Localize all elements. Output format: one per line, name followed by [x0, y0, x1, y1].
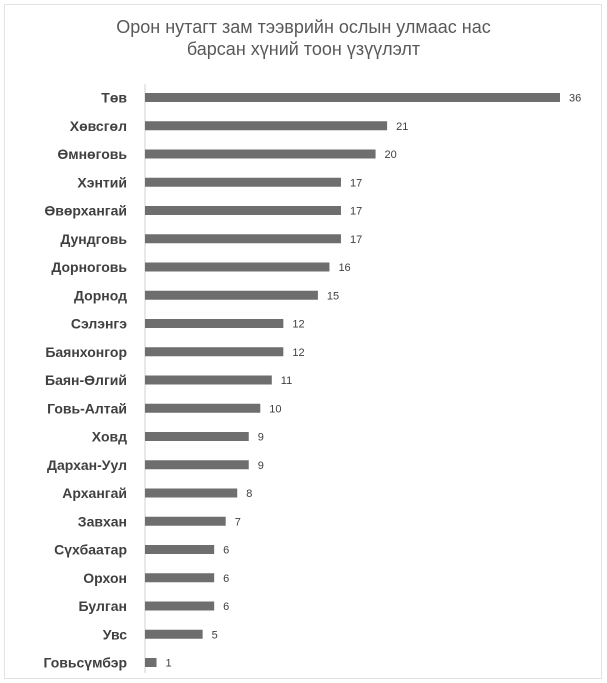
data-label: 9 — [258, 460, 264, 472]
chart-title-line-2: барсан хүний тоон үзүүлэлт — [186, 39, 421, 59]
bar — [145, 629, 203, 639]
data-label: 16 — [338, 262, 350, 274]
category-label: Ховд — [92, 429, 127, 445]
bar — [145, 488, 238, 498]
category-label: Өмнөговь — [57, 146, 127, 162]
bar — [145, 460, 249, 470]
bar — [145, 573, 215, 583]
category-label: Төв — [101, 90, 127, 106]
data-label: 10 — [269, 403, 281, 415]
category-label: Увс — [103, 626, 127, 642]
data-label: 6 — [223, 573, 229, 585]
data-label: 21 — [396, 121, 408, 133]
category-label: Баянхонгор — [45, 344, 127, 360]
bar — [145, 206, 341, 215]
data-label: 9 — [258, 432, 264, 444]
category-label: Дорнод — [74, 287, 127, 303]
data-label: 17 — [350, 177, 362, 189]
category-label: Дорноговь — [51, 259, 127, 275]
bar — [145, 93, 560, 102]
category-label: Дундговь — [60, 231, 127, 247]
bar — [145, 149, 376, 159]
chart-title-line-1: Орон нутагт зам тээврийн ослын улмаас на… — [116, 17, 491, 37]
bar — [145, 375, 272, 385]
category-label: Архангай — [62, 485, 127, 501]
data-label: 12 — [292, 319, 304, 331]
data-label: 1 — [166, 658, 172, 670]
category-label: Завхан — [78, 513, 127, 529]
bar — [145, 290, 318, 300]
bar — [145, 545, 215, 554]
bar — [145, 234, 341, 244]
data-label: 17 — [350, 206, 362, 218]
category-label: Баян-Өлгий — [45, 372, 127, 388]
bar — [145, 177, 341, 187]
data-label: 11 — [281, 375, 292, 387]
data-label: 5 — [212, 629, 218, 641]
bar — [145, 121, 388, 131]
category-label: Дархан-Уул — [47, 457, 127, 473]
bar — [145, 432, 249, 441]
data-label: 8 — [246, 488, 252, 500]
data-label: 7 — [235, 516, 241, 528]
category-label: Булган — [79, 598, 127, 614]
data-label: 6 — [223, 601, 229, 613]
bar — [145, 403, 261, 413]
category-label: Хэнтий — [77, 174, 127, 190]
bar — [145, 601, 215, 611]
bar — [145, 516, 226, 526]
data-label: 12 — [292, 347, 304, 359]
bar — [145, 658, 157, 667]
data-label: 20 — [385, 149, 397, 161]
category-label: Говьсүмбэр — [44, 655, 128, 671]
data-label: 36 — [569, 93, 581, 105]
bar — [145, 347, 284, 357]
category-label: Орхон — [83, 570, 127, 586]
chart-title: Орон нутагт зам тээврийн ослын улмаас на… — [0, 16, 607, 60]
data-label: 15 — [327, 290, 339, 302]
category-label: Говь-Алтай — [47, 400, 127, 416]
chart-frame — [4, 4, 602, 679]
bar — [145, 262, 330, 272]
category-label: Сэлэнгэ — [71, 316, 127, 332]
data-label: 17 — [350, 234, 362, 246]
data-label: 6 — [223, 545, 229, 557]
bar — [145, 319, 284, 328]
category-label: Хөвсгөл — [70, 118, 127, 134]
category-label: Өвөрхангай — [44, 203, 127, 219]
category-label: Сүхбаатар — [54, 542, 127, 558]
